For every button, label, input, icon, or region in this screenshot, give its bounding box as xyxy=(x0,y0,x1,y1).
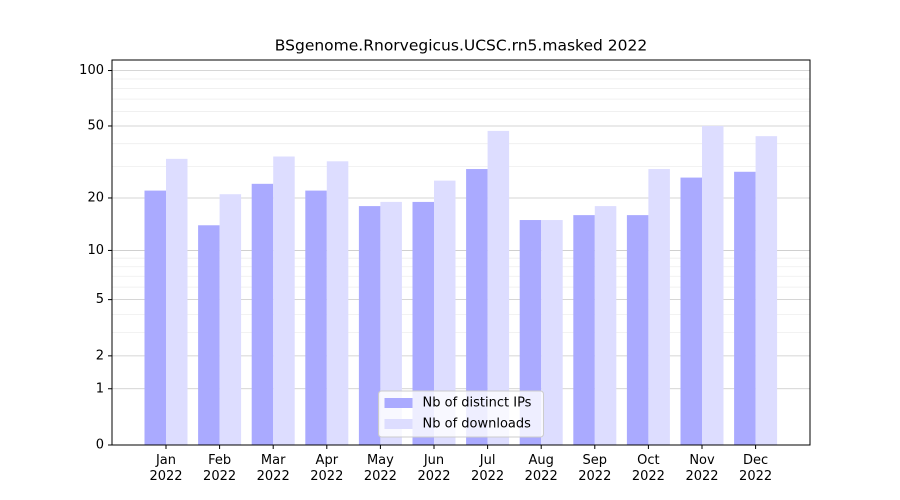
bar xyxy=(573,215,595,445)
bar xyxy=(358,206,381,445)
x-tick-label: Aug 2022 xyxy=(524,453,558,484)
bar xyxy=(251,183,274,445)
legend: Nb of distinct IPs Nb of downloads xyxy=(378,390,544,438)
legend-swatch xyxy=(384,419,413,429)
x-tick-label: Apr 2022 xyxy=(310,453,344,484)
bar xyxy=(626,215,649,445)
x-tick-label: Jun 2022 xyxy=(417,453,451,484)
chart-title: BSgenome.Rnorvegicus.UCSC.rn5.masked 202… xyxy=(275,37,647,55)
bar xyxy=(144,190,166,445)
bar xyxy=(166,158,188,445)
bar xyxy=(734,171,756,445)
y-tick-label: 20 xyxy=(87,190,104,205)
bar xyxy=(412,201,434,445)
x-tick-label: Jul 2022 xyxy=(471,453,505,484)
bar xyxy=(680,177,702,445)
x-tick-label: Mar 2022 xyxy=(256,453,290,484)
bar xyxy=(466,169,488,446)
bar xyxy=(487,130,510,445)
x-tick-label: Oct 2022 xyxy=(631,453,665,484)
y-tick-label: 100 xyxy=(79,63,104,78)
bar xyxy=(326,161,349,445)
bar xyxy=(755,136,778,446)
legend-swatch xyxy=(384,398,413,408)
x-tick-label: May 2022 xyxy=(363,453,397,484)
bar xyxy=(219,194,242,445)
y-tick-label: 5 xyxy=(96,292,104,307)
bar xyxy=(648,169,670,446)
x-tick-label: Dec 2022 xyxy=(739,453,773,484)
bar xyxy=(702,125,724,446)
legend-label: Nb of downloads xyxy=(423,417,532,432)
bar xyxy=(305,190,327,445)
axes-frame xyxy=(111,59,811,446)
bar xyxy=(541,220,563,445)
bar xyxy=(380,201,402,445)
bar xyxy=(273,156,295,445)
x-tick-label: Nov 2022 xyxy=(685,453,719,484)
y-tick-label: 10 xyxy=(87,243,104,258)
bar xyxy=(519,220,542,445)
bar xyxy=(434,180,456,445)
x-tick-label: Sep 2022 xyxy=(578,453,612,484)
legend-box xyxy=(378,390,544,438)
y-tick-label: 0 xyxy=(96,438,104,453)
y-tick-label: 50 xyxy=(87,118,104,133)
bar xyxy=(594,206,617,445)
legend-label: Nb of distinct IPs xyxy=(423,396,532,411)
x-tick-label: Jan 2022 xyxy=(149,453,183,484)
bar xyxy=(198,225,220,445)
x-tick-label: Feb 2022 xyxy=(203,453,237,484)
y-tick-label: 1 xyxy=(96,381,104,396)
y-tick-label: 2 xyxy=(96,348,104,363)
